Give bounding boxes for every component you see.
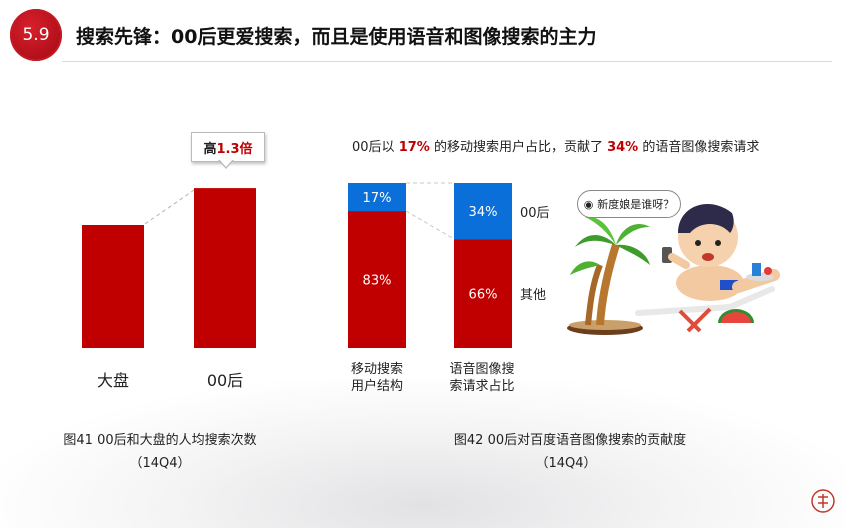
headline-part3: 的语音图像搜索请求 (638, 140, 760, 155)
bar-mobile-users-other (348, 211, 406, 348)
title-divider (62, 61, 832, 62)
bar-mobile-users-00hou (348, 183, 406, 212)
callout-tail-inner (219, 159, 233, 167)
headline-part1: 00后以 (352, 140, 399, 155)
beach-boy-illustration (567, 203, 780, 335)
figure42-caption: 图42 00后对百度语音图像搜索的贡献度 (453, 433, 687, 448)
seal-stamp-icon (811, 489, 835, 513)
connector-mid-dash (405, 210, 455, 240)
bar-label-voice-image-line1: 语音图像搜 (449, 362, 515, 377)
headline-value1: 17% (398, 140, 430, 155)
label-mobile-users-00hou: 17% (363, 191, 392, 206)
label-voice-image-00hou: 34% (469, 205, 498, 220)
watermelon-icon (718, 309, 754, 323)
speech-bubble: ◉ 新度娘是谁呀？ (577, 190, 681, 218)
callout-value: 1.3倍 (216, 141, 253, 157)
figure41-caption: 图41 00后和大盘的人均搜索次数 (63, 433, 257, 448)
headline-value2: 34% (607, 140, 639, 155)
category-label-00hou: 00后 (206, 371, 244, 390)
legend-00hou: 00后 (520, 206, 550, 221)
section-badge: 5.9 (10, 9, 62, 61)
legend-other: 其他 (520, 288, 547, 303)
island-ground (567, 320, 643, 335)
signal-icon: ◉ (583, 197, 594, 211)
bar-label-mobile-users-line2: 用户结构 (350, 379, 403, 394)
label-mobile-users-other: 83% (363, 274, 392, 289)
label-voice-image-other: 66% (469, 288, 498, 303)
growth-connector-line (144, 187, 198, 225)
figure42-period: （14Q4） (535, 456, 597, 471)
headline-part2: 的移动搜索用户占比，贡献了 (429, 140, 608, 155)
page-title: 搜索先锋：00后更爱搜索，而且是使用语音和图像搜索的主力 (76, 26, 597, 48)
beach-chair (635, 286, 775, 333)
bar-label-mobile-users: 移动搜索 用户结构 (332, 361, 422, 395)
growth-callout: 高 1.3倍 (191, 132, 265, 162)
palm-tree-icon (570, 216, 650, 326)
bar-voice-image-00hou (454, 183, 512, 240)
bar-dapan (82, 225, 144, 348)
background-mist (0, 380, 846, 528)
figure41-period: （14Q4） (129, 456, 191, 471)
bar-label-mobile-users-line1: 移动搜索 (350, 362, 403, 377)
bar-00hou (194, 188, 256, 348)
category-label-dapan: 大盘 (96, 371, 129, 390)
boy-figure (662, 203, 780, 301)
drink-tray (746, 263, 774, 281)
callout-prefix: 高 (203, 141, 217, 157)
bar-label-voice-image-line2: 索请求占比 (449, 379, 515, 394)
figure42-headline: 00后以 17% 的移动搜索用户占比，贡献了 34% 的语音图像搜索请求 (352, 136, 759, 155)
speech-bubble-text: 新度娘是谁呀？ (597, 198, 675, 211)
bar-voice-image-other (454, 239, 512, 348)
bar-label-voice-image: 语音图像搜 索请求占比 (437, 361, 527, 395)
